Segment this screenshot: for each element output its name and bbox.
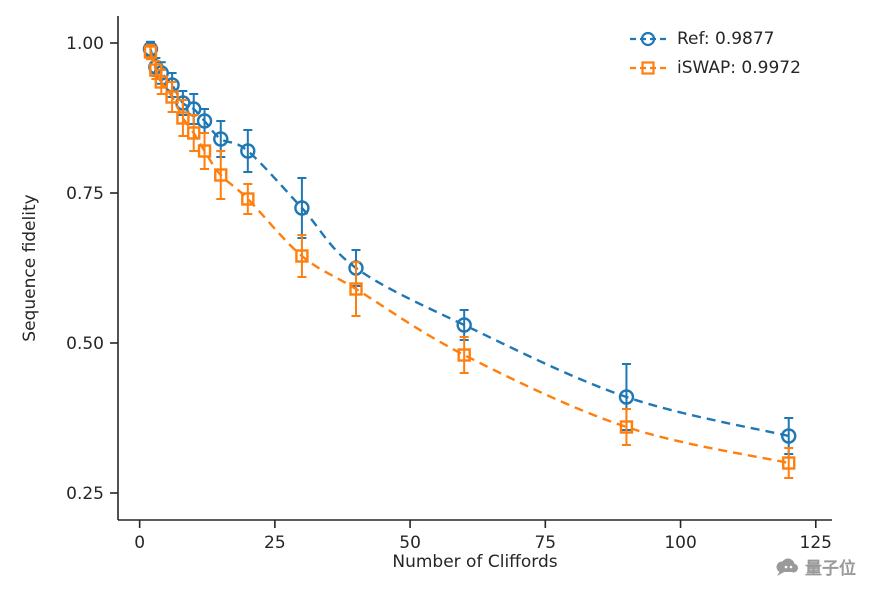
legend-item-iswap: iSWAP: 0.9972 [628, 57, 801, 79]
svg-text:1.00: 1.00 [66, 34, 104, 54]
legend-label-iswap: iSWAP: 0.9972 [677, 58, 801, 78]
svg-text:125: 125 [800, 533, 832, 553]
svg-text:0.50: 0.50 [66, 334, 104, 354]
legend: Ref: 0.9877 iSWAP: 0.9972 [628, 28, 801, 79]
speech-bubble-icon [776, 558, 798, 576]
y-axis-label: Sequence fidelity [20, 194, 40, 342]
svg-text:0: 0 [134, 533, 145, 553]
svg-text:0.75: 0.75 [66, 184, 104, 204]
svg-text:0.25: 0.25 [66, 484, 104, 504]
svg-text:100: 100 [664, 533, 696, 553]
svg-text:50: 50 [399, 533, 421, 553]
iswap-square-marker-icon [630, 61, 666, 75]
ref-circle-marker-icon [630, 31, 666, 47]
x-axis-label: Number of Cliffords [392, 552, 558, 572]
svg-text:75: 75 [534, 533, 556, 553]
legend-label-ref: Ref: 0.9877 [677, 29, 775, 49]
svg-text:25: 25 [264, 533, 286, 553]
qbitai-watermark: 量子位 [774, 554, 856, 579]
watermark-text: 量子位 [805, 559, 856, 579]
legend-item-ref: Ref: 0.9877 [628, 28, 801, 50]
